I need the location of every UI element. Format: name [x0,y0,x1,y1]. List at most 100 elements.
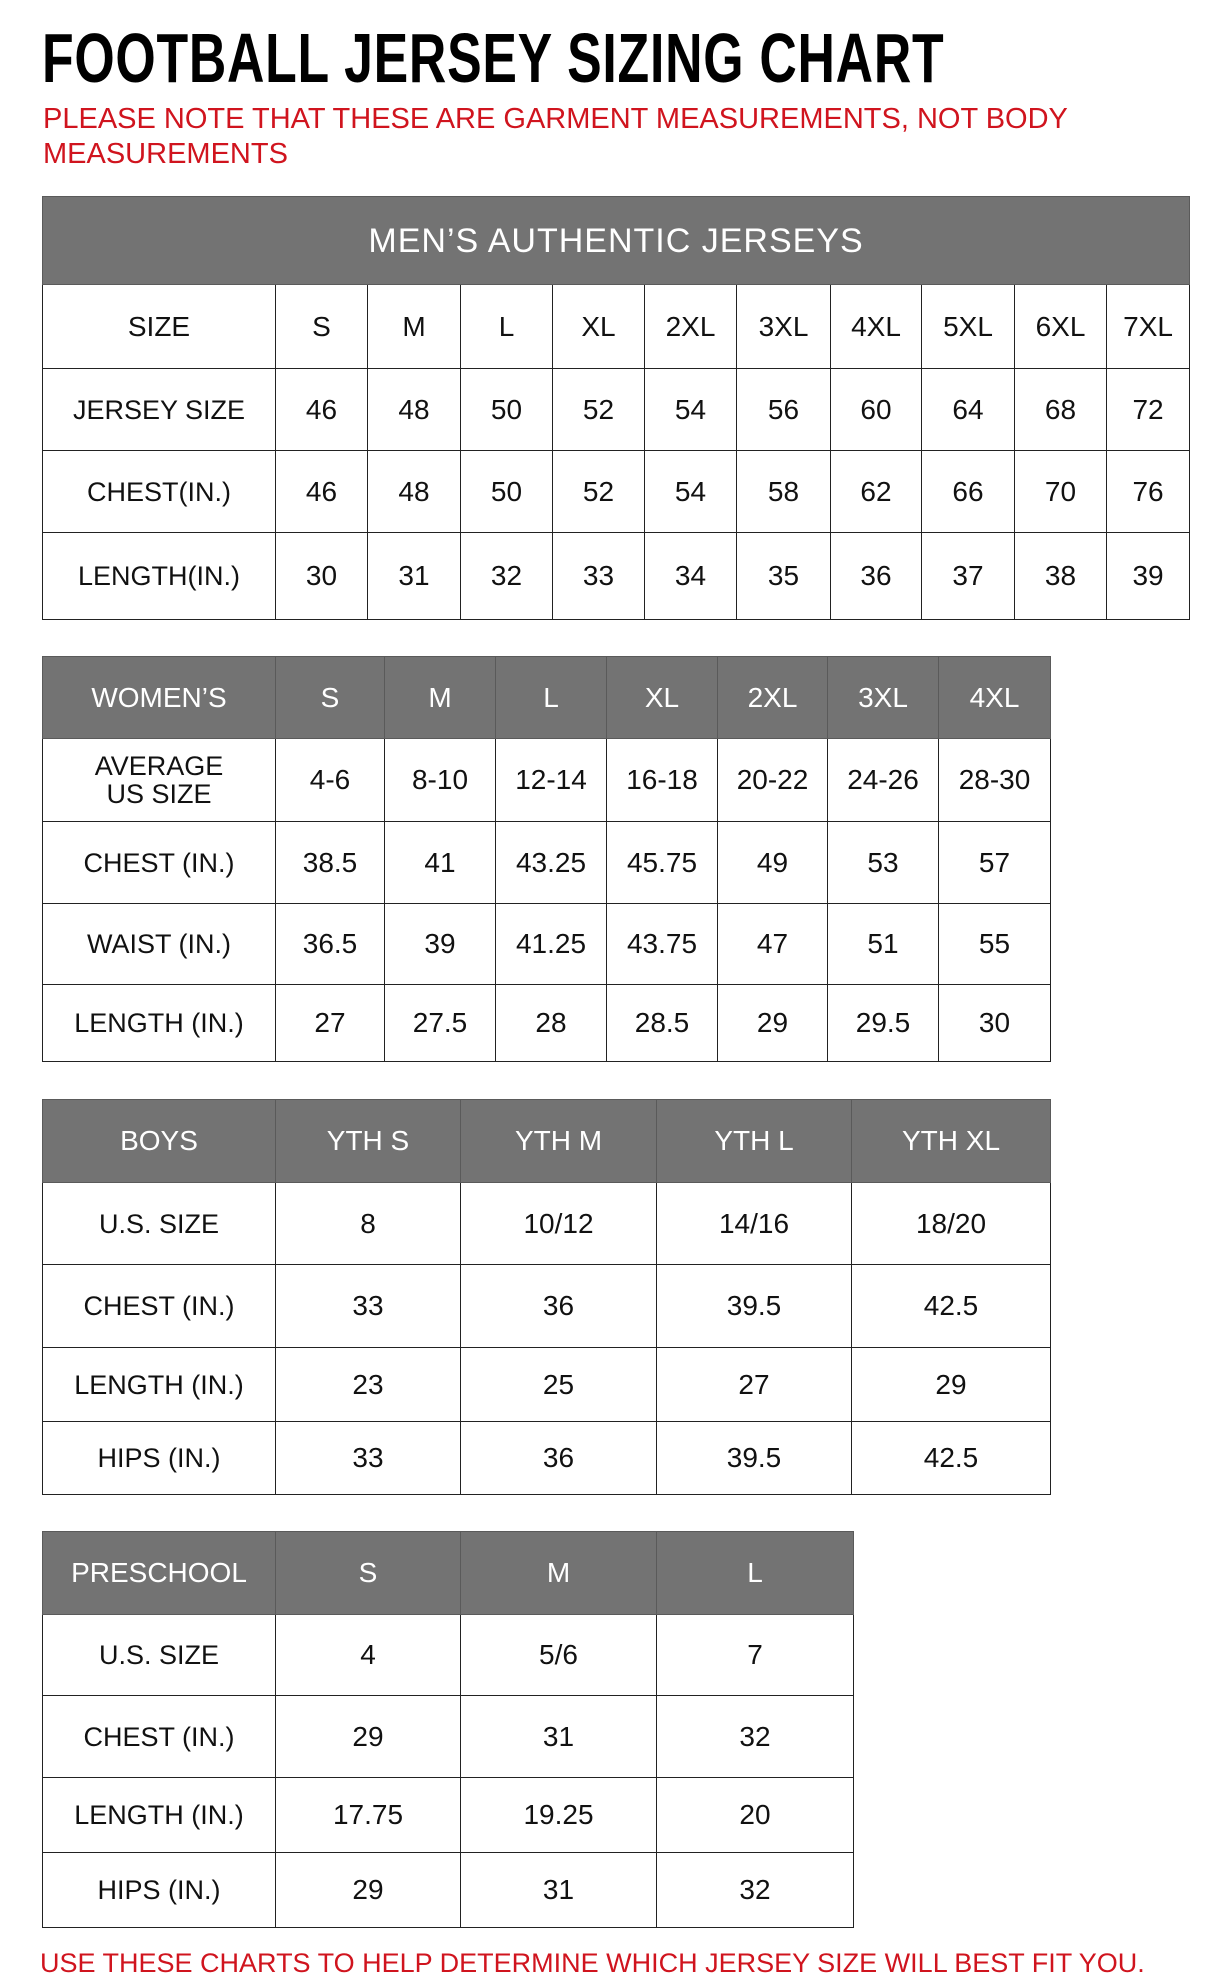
measurement-label: CHEST(IN.) [42,450,276,533]
table-row: LENGTH (IN.) 23 25 27 29 [42,1347,1051,1422]
header-row: WOMEN’S S M L XL 2XL 3XL 4XL [42,656,1051,739]
row-header-label: BOYS [42,1099,276,1183]
size-column-header: S [275,656,385,739]
size-column-header: S [275,284,368,369]
row-header-label: SIZE [42,284,276,369]
measurement-value: 51 [827,903,939,985]
womens-table: WOMEN’S S M L XL 2XL 3XL 4XL AVERAGE US SIZE 4-6 8… [42,656,1051,1062]
measurement-value: 29 [275,1695,461,1778]
measurement-label: HIPS (IN.) [42,1421,276,1495]
measurement-value: 8 [275,1182,461,1265]
size-column-header: 2XL [644,284,737,369]
size-column-header: 3XL [827,656,939,739]
measurement-value: 31 [460,1852,657,1928]
table-row: CHEST(IN.) 46 48 50 52 54 58 62 66 70 76 [42,450,1191,533]
measurement-value: 46 [275,368,368,451]
measurement-value: 38 [1014,532,1107,620]
footer-note: USE THESE CHARTS TO HELP DETERMINE WHICH… [40,1948,1145,1978]
measurement-value: 37 [921,532,1015,620]
measurement-value: 49 [717,821,828,904]
measurement-value: 32 [460,532,553,620]
measurement-value: 39 [1105,532,1191,620]
measurement-value: 55 [938,903,1051,985]
measurement-value: 32 [656,1695,854,1778]
measurement-value: 43.25 [495,821,607,904]
size-column-header: 3XL [736,284,831,369]
measurement-value: 33 [552,532,645,620]
measurement-value: 34 [644,532,737,620]
measurement-value: 36.5 [275,903,385,985]
table-row: WAIST (IN.) 36.5 39 41.25 43.75 47 51 55 [42,903,1051,985]
measurement-value: 23 [275,1347,461,1422]
measurement-value: 54 [644,450,737,533]
size-column-header: 4XL [938,656,1051,739]
measurement-value: 42.5 [851,1264,1051,1348]
table-title: MEN’S AUTHENTIC JERSEYS [41,196,1191,285]
row-header-label: WOMEN’S [42,656,276,739]
measurement-value: 76 [1105,450,1191,533]
measurement-value: 14/16 [656,1182,852,1265]
measurement-value: 39.5 [656,1421,852,1495]
measurement-value: 66 [921,450,1015,533]
measurement-value: 47 [717,903,828,985]
size-column-header: YTH L [656,1099,852,1183]
measurement-value: 30 [938,984,1051,1062]
boys-table: BOYS YTH S YTH M YTH L YTH XL U.S. SIZE 8 10/12… [42,1099,1051,1495]
measurement-label: AVERAGE US SIZE [42,738,276,822]
measurement-value: 7 [656,1614,854,1696]
measurement-value: 62 [830,450,922,533]
size-column-header: 2XL [717,656,828,739]
measurement-value: 25 [460,1347,657,1422]
measurement-value: 29.5 [827,984,939,1062]
size-column-header: 4XL [830,284,922,369]
table-row: CHEST (IN.) 33 36 39.5 42.5 [42,1264,1051,1348]
measurement-label: LENGTH (IN.) [42,984,276,1062]
measurement-label: U.S. SIZE [42,1614,276,1696]
measurement-value: 46 [275,450,368,533]
measurement-value: 18/20 [851,1182,1051,1265]
table-row: HIPS (IN.) 33 36 39.5 42.5 [42,1421,1051,1495]
measurement-value: 41 [384,821,496,904]
measurement-value: 70 [1014,450,1107,533]
measurement-value: 29 [851,1347,1051,1422]
measurement-value: 16-18 [606,738,718,822]
measurement-value: 29 [717,984,828,1062]
measurement-value: 28.5 [606,984,718,1062]
measurement-value: 52 [552,368,645,451]
table-row: LENGTH (IN.) 27 27.5 28 28.5 29 29.5 30 [42,984,1051,1062]
measurement-value: 4 [275,1614,461,1696]
measurement-value: 56 [736,368,831,451]
measurement-value: 50 [460,368,553,451]
measurement-value: 52 [552,450,645,533]
measurement-label: CHEST (IN.) [42,1264,276,1348]
measurement-value: 35 [736,532,831,620]
measurement-value: 64 [921,368,1015,451]
measurement-value: 27.5 [384,984,496,1062]
size-column-header: YTH XL [851,1099,1051,1183]
measurement-value: 54 [644,368,737,451]
measurement-value: 60 [830,368,922,451]
measurement-value: 41.25 [495,903,607,985]
measurement-label: LENGTH (IN.) [42,1347,276,1422]
measurement-value: 24-26 [827,738,939,822]
table-row: U.S. SIZE 4 5/6 7 [42,1614,854,1696]
measurement-value: 36 [460,1264,657,1348]
measurement-value: 20 [656,1777,854,1853]
measurement-value: 38.5 [275,821,385,904]
measurement-label: WAIST (IN.) [42,903,276,985]
measurement-value: 27 [275,984,385,1062]
measurement-value: 36 [460,1421,657,1495]
measurement-value: 30 [275,532,368,620]
preschool-table: PRESCHOOL S M L U.S. SIZE 4 5/6 7 CHEST (IN.) 29 3… [42,1531,854,1928]
measurement-value: 10/12 [460,1182,657,1265]
measurement-label: LENGTH (IN.) [42,1777,276,1853]
measurement-label: JERSEY SIZE [42,368,276,451]
measurement-label: HIPS (IN.) [42,1852,276,1928]
measurement-label: LENGTH(IN.) [42,532,276,620]
size-column-header: YTH M [460,1099,657,1183]
size-column-header: M [384,656,496,739]
measurement-value: 28 [495,984,607,1062]
header-row: PRESCHOOL S M L [42,1531,854,1615]
measurement-value: 72 [1105,368,1191,451]
measurement-value: 31 [367,532,461,620]
